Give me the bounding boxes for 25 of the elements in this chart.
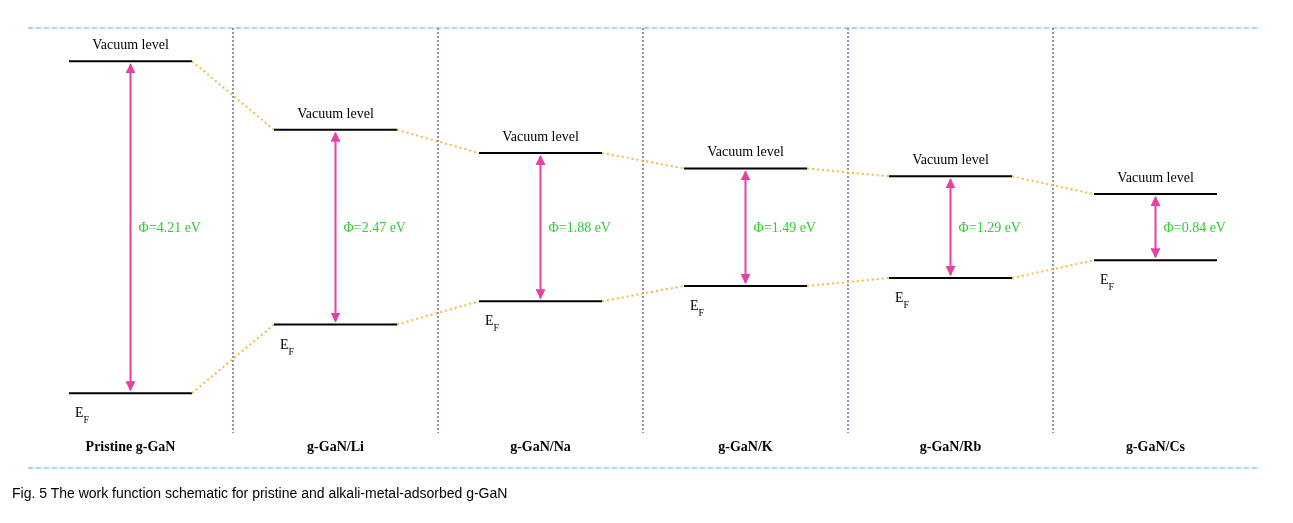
data-label: Φ=1.29 eV bbox=[958, 220, 1021, 236]
category-label: g-GaN/Li bbox=[307, 438, 364, 454]
data-label: Φ=0.84 eV bbox=[1163, 220, 1226, 236]
text: Vacuum level bbox=[912, 152, 989, 168]
text: E$_{F}$ bbox=[485, 313, 500, 333]
text: E$_{F}$ bbox=[895, 290, 910, 310]
text: Vacuum level bbox=[297, 105, 374, 121]
category-label: g-GaN/Rb bbox=[919, 438, 982, 454]
text: E$_{F}$ bbox=[690, 297, 705, 318]
text: E$_{F}$ bbox=[75, 405, 90, 425]
category-label: g-GaN/K bbox=[718, 438, 773, 454]
text: E$_{F}$ bbox=[1100, 272, 1115, 292]
text: Vacuum level bbox=[502, 129, 579, 145]
text: Vacuum level bbox=[707, 144, 784, 160]
text: Vacuum level bbox=[92, 37, 169, 53]
text: Vacuum level bbox=[1117, 170, 1194, 186]
data-label: Φ=4.21 eV bbox=[138, 220, 201, 236]
data-label: Φ=1.49 eV bbox=[753, 220, 816, 236]
data-label: Φ=2.47 eV bbox=[343, 220, 406, 236]
data-label: Φ=1.88 eV bbox=[548, 220, 611, 236]
category-label: g-GaN/Cs bbox=[1125, 438, 1186, 454]
category-label: g-GaN/Na bbox=[510, 438, 571, 454]
text: Fig. 5 The work function schematic for pristine and alkali-metal-adsorbed g-GaN bbox=[12, 485, 509, 501]
text: E$_{F}$ bbox=[280, 336, 295, 357]
category-label: Pristine g-GaN bbox=[85, 438, 176, 454]
